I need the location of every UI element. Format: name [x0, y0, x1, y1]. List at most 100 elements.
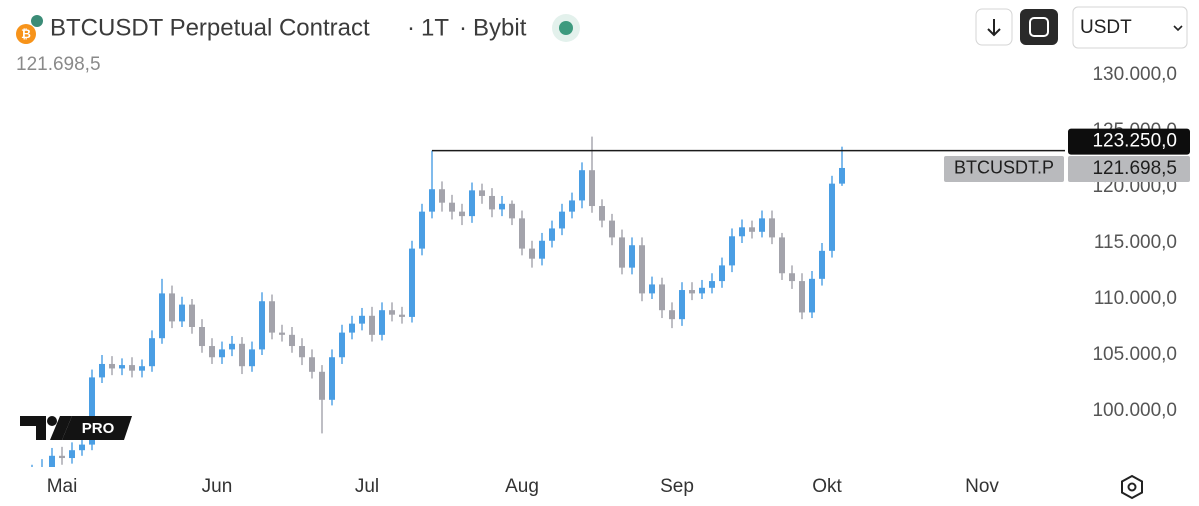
tradingview-logo: PRO	[20, 416, 132, 440]
download-button[interactable]	[975, 8, 1013, 46]
candle-body	[259, 301, 265, 350]
candle-body	[209, 346, 215, 358]
candle-body	[719, 265, 725, 282]
candle-body	[679, 290, 685, 320]
candle-body	[449, 202, 455, 212]
candle-body	[809, 278, 815, 313]
candle-body	[779, 237, 785, 274]
y-tick-label: 100.000,0	[1092, 400, 1177, 421]
candle-body	[249, 349, 255, 367]
candle-body	[589, 170, 595, 207]
settings-icon[interactable]	[1121, 474, 1143, 500]
axes: 100.000,0105.000,0110.000,0115.000,0120.…	[47, 64, 1190, 497]
candle-body	[49, 455, 55, 467]
candle-body	[229, 343, 235, 350]
y-tick-label: 130.000,0	[1092, 64, 1177, 85]
candle-body	[609, 220, 615, 238]
line-price-box	[1068, 128, 1190, 155]
candle-body	[659, 284, 665, 311]
candle-body	[509, 203, 515, 219]
interval: 1T	[421, 14, 449, 41]
separator: ·	[407, 14, 415, 41]
candle-body	[159, 293, 165, 339]
exchange: Bybit	[473, 14, 527, 41]
candle-body	[569, 200, 575, 212]
symbol-icon: ₿	[16, 15, 43, 44]
candle-body	[819, 250, 825, 279]
candle-body	[769, 218, 775, 238]
candle-body	[329, 357, 335, 400]
candle-body	[539, 240, 545, 259]
candle-body	[89, 377, 95, 445]
candle-body	[339, 332, 345, 358]
y-tick-label: 115.000,0	[1094, 232, 1177, 253]
separator: ·	[459, 14, 467, 41]
status-dot	[552, 14, 580, 42]
y-tick-label: 105.000,0	[1092, 344, 1177, 365]
y-tick-label: 110.000,0	[1094, 288, 1177, 309]
candle-body	[349, 323, 355, 333]
candle-body	[359, 315, 365, 324]
candle-body	[439, 189, 445, 203]
candle-body	[499, 203, 505, 210]
candle-body	[139, 366, 145, 371]
candle-body	[369, 315, 375, 335]
symbol-label: BTCUSDT.P	[954, 158, 1054, 178]
candle-body	[739, 227, 745, 237]
currency-label: USDT	[1080, 17, 1132, 38]
candle-body	[109, 363, 115, 369]
candle-body	[239, 343, 245, 367]
candle-body	[799, 281, 805, 313]
candle-body	[419, 211, 425, 249]
x-tick-label: Aug	[505, 476, 539, 497]
symbol-name: BTCUSDT Perpetual Contract	[50, 14, 370, 41]
candle-body	[689, 290, 695, 294]
candle-body	[559, 211, 565, 229]
candle-body	[99, 363, 105, 378]
x-tick-label: Jun	[202, 476, 233, 497]
candle-body	[459, 211, 465, 217]
candle-body	[299, 346, 305, 358]
candle-body	[639, 245, 645, 294]
logo-badge: PRO	[82, 420, 115, 437]
header-price: 121.698,5	[16, 54, 101, 75]
x-tick-label: Jul	[355, 476, 379, 497]
candle-body	[829, 183, 835, 251]
candle-body	[629, 245, 635, 268]
last-price-label: 121.698,5	[1092, 158, 1177, 179]
candle-body	[79, 444, 85, 451]
last-price-box	[1068, 155, 1190, 182]
candle-body	[789, 273, 795, 282]
candle-body	[269, 301, 275, 333]
candle-body	[59, 455, 65, 459]
candle-body	[219, 349, 225, 358]
candle-body	[289, 334, 295, 347]
fullscreen-button[interactable]	[1020, 9, 1058, 45]
currency-select[interactable]: USDT	[1072, 6, 1188, 49]
symbol-box	[944, 155, 1064, 182]
x-tick-label: Okt	[812, 476, 842, 497]
candle-body	[759, 218, 765, 232]
candle-body	[469, 190, 475, 217]
candle-body	[649, 284, 655, 294]
svg-text:₿: ₿	[21, 27, 31, 41]
candle-body	[379, 310, 385, 335]
candle-body	[529, 248, 535, 259]
candle-body	[599, 206, 605, 221]
candle-body	[479, 190, 485, 196]
candle-body	[749, 227, 755, 232]
candle-body	[579, 170, 585, 201]
x-tick-label: Sep	[660, 476, 694, 497]
candle-body	[669, 310, 675, 320]
candle-body	[549, 228, 555, 241]
candle-body	[279, 332, 285, 335]
candle-body	[489, 195, 495, 210]
candle-body	[69, 450, 75, 459]
plot-area	[31, 136, 845, 467]
candle-body	[309, 357, 315, 372]
candle-body	[179, 304, 185, 322]
x-tick-label: Nov	[965, 476, 999, 497]
candle-body	[399, 314, 405, 317]
